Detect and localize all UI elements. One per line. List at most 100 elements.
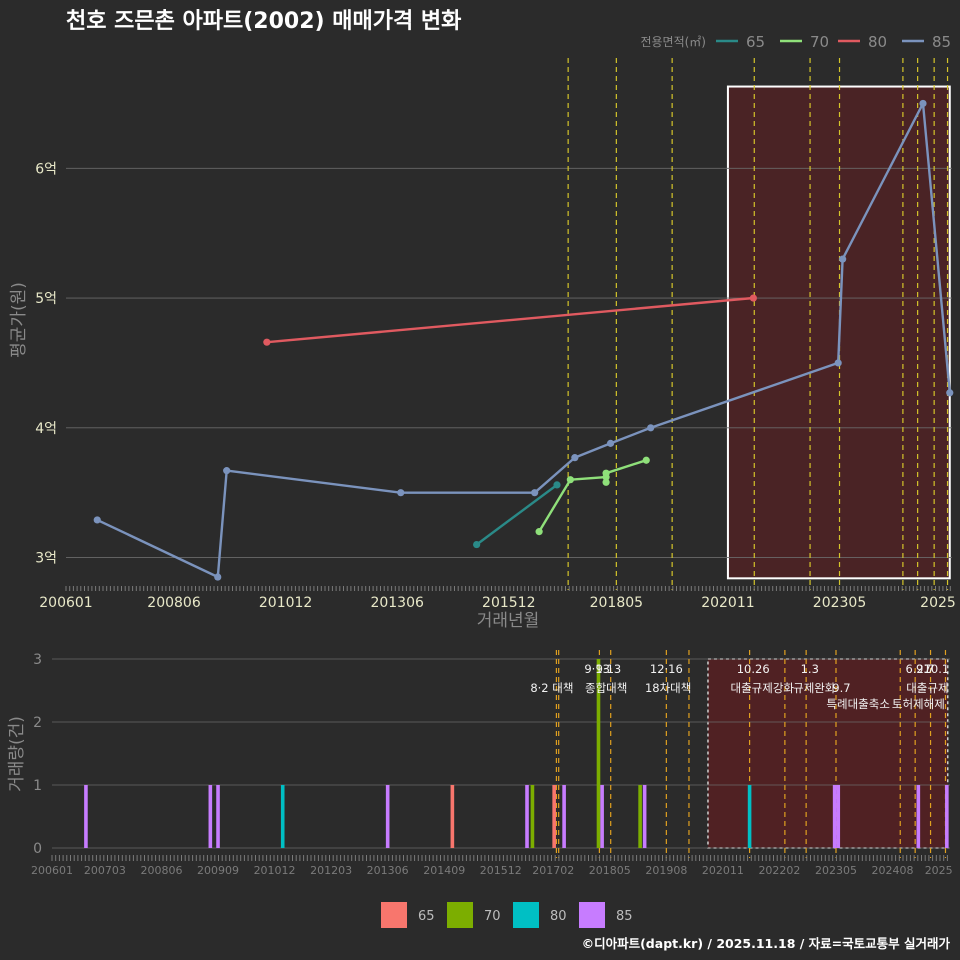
y-axis-title: 평균가(원)	[9, 282, 29, 358]
bar-70-12	[638, 785, 642, 848]
series-point-65-1	[553, 481, 561, 489]
bar-85-16	[836, 785, 841, 848]
series-point-85-2	[223, 467, 231, 475]
policy-annotation-4: 12·16	[650, 662, 683, 676]
y-tick-label-3: 6억	[35, 161, 57, 177]
bar-65-8	[552, 785, 556, 848]
x-tick-label-5: 201203	[310, 864, 352, 877]
series-line-80	[266, 296, 754, 344]
bar-85-4	[385, 785, 390, 848]
series-point-80-1	[749, 294, 757, 302]
bar-80-3	[280, 785, 285, 848]
series-line-65	[475, 483, 558, 546]
legend-label-70: 70	[810, 33, 829, 51]
bar-85-9	[562, 785, 566, 848]
policy-annotation-9: 규제완화	[793, 681, 836, 695]
x-tick-label-6: 201306	[367, 864, 409, 877]
legend-label-80: 80	[550, 909, 567, 924]
series-point-85-5	[571, 454, 579, 462]
bar-85-2	[216, 785, 220, 848]
x-tick-label-0: 200601	[39, 595, 92, 611]
x-tick-label-8: 2025	[920, 595, 956, 611]
legend-swatch-85	[579, 902, 605, 928]
policy-annotation-16: 토허제해제	[892, 697, 945, 711]
bar-70-10	[596, 659, 601, 848]
x-tick-label-4: 201012	[254, 864, 296, 877]
bar-legend: 65 70 80 85	[381, 902, 633, 928]
y-tick-label-1: 1	[33, 778, 42, 794]
series-point-85-8	[834, 359, 842, 367]
policy-annotation-13: 9.7	[916, 662, 934, 676]
policy-annotation-14: 10.1	[924, 662, 950, 676]
series-point-85-3	[397, 489, 405, 497]
x-tick-label-13: 202202	[758, 864, 800, 877]
bar-85-11	[600, 785, 604, 848]
policy-annotation-2: 9·13	[596, 662, 622, 676]
series-line-85	[96, 102, 951, 579]
series-point-70-0	[535, 528, 543, 536]
x-tick-label-0: 200601	[31, 864, 73, 877]
policy-annotation-1: 9·13	[584, 662, 610, 676]
x-tick-label-5: 201805	[590, 595, 643, 611]
x-tick-label-14: 202305	[815, 864, 857, 877]
series-point-85-4	[531, 489, 539, 497]
series-point-85-0	[93, 516, 101, 524]
x-tick-label-7: 201409	[423, 864, 465, 877]
series-point-85-9	[839, 255, 847, 263]
y-axis-title: 거래량(건)	[7, 716, 27, 792]
x-tick-label-11: 201908	[645, 864, 687, 877]
policy-annotation-8: 1.3	[801, 662, 819, 676]
x-tick-label-10: 201805	[589, 864, 631, 877]
y-tick-label-0: 3억	[35, 551, 57, 567]
policy-annotation-7: 대출규제강화	[731, 681, 795, 695]
bar-85-17	[916, 785, 921, 848]
chart-title: 천호 즈믄촌 아파트(2002) 매매가격 변화	[66, 9, 461, 34]
x-tick-label-4: 201512	[482, 595, 535, 611]
minor-ticks	[51, 855, 948, 861]
series-point-85-6	[606, 439, 615, 447]
x-tick-label-1: 200703	[84, 864, 126, 877]
x-tick-label-12: 202011	[702, 864, 744, 877]
series-point-85-7	[647, 424, 655, 432]
price-line-chart: 3억 4억 5억 6억 200601 200806 201012 201306 201512 20…	[9, 58, 956, 631]
y-tick-label-0: 0	[33, 841, 42, 857]
bar-85-1	[208, 785, 213, 848]
legend-title: 전용면적(㎡)	[640, 35, 706, 49]
legend-label-65: 65	[418, 909, 435, 924]
series-point-80-0	[263, 338, 271, 346]
series-point-70-5	[642, 456, 650, 464]
policy-annotation-11: 특례대출축소	[826, 697, 889, 711]
policy-annotation-12: 6.27	[906, 662, 932, 676]
series-point-85-11	[946, 389, 954, 397]
x-tick-label-6: 202011	[701, 595, 754, 611]
policy-annotation-0: 8·2 대책	[530, 681, 573, 695]
volume-bar-chart: 0 1 2 3 8·2 대책 9·139·13 종합대책 12·16 18차대책 10.26 대출규…	[7, 650, 953, 877]
x-tick-label-1: 200806	[147, 595, 201, 611]
legend-label-80: 80	[868, 33, 887, 51]
bar-85-6	[525, 785, 529, 848]
x-tick-label-2: 201012	[259, 595, 312, 611]
minor-ticks	[65, 586, 951, 591]
x-tick-label-9: 201702	[532, 864, 574, 877]
policy-annotation-6: 10.26	[737, 662, 770, 676]
bar-85-18	[945, 785, 949, 848]
x-tick-label-8: 201512	[480, 864, 522, 877]
line-legend: 전용면적(㎡) 65 70 80 85	[640, 33, 951, 51]
bar-85-15	[832, 785, 837, 848]
series-point-70-4	[602, 469, 610, 477]
legend-label-70: 70	[484, 909, 501, 924]
legend-swatch-80	[513, 902, 539, 928]
y-tick-label-3: 3	[33, 652, 42, 668]
bar-85-0	[84, 785, 88, 848]
series-point-85-1	[214, 573, 222, 581]
policy-annotation-3: 종합대책	[585, 681, 627, 695]
x-tick-label-3: 200909	[197, 864, 239, 877]
policy-annotation-5: 18차대책	[645, 681, 691, 695]
x-tick-label-3: 201306	[370, 595, 424, 611]
x-tick-label-16: 2025	[925, 864, 953, 877]
x-tick-label-7: 202305	[813, 595, 866, 611]
y-tick-label-1: 4억	[35, 421, 57, 437]
bar-70-7	[530, 785, 535, 848]
legend-swatch-70	[447, 902, 473, 928]
